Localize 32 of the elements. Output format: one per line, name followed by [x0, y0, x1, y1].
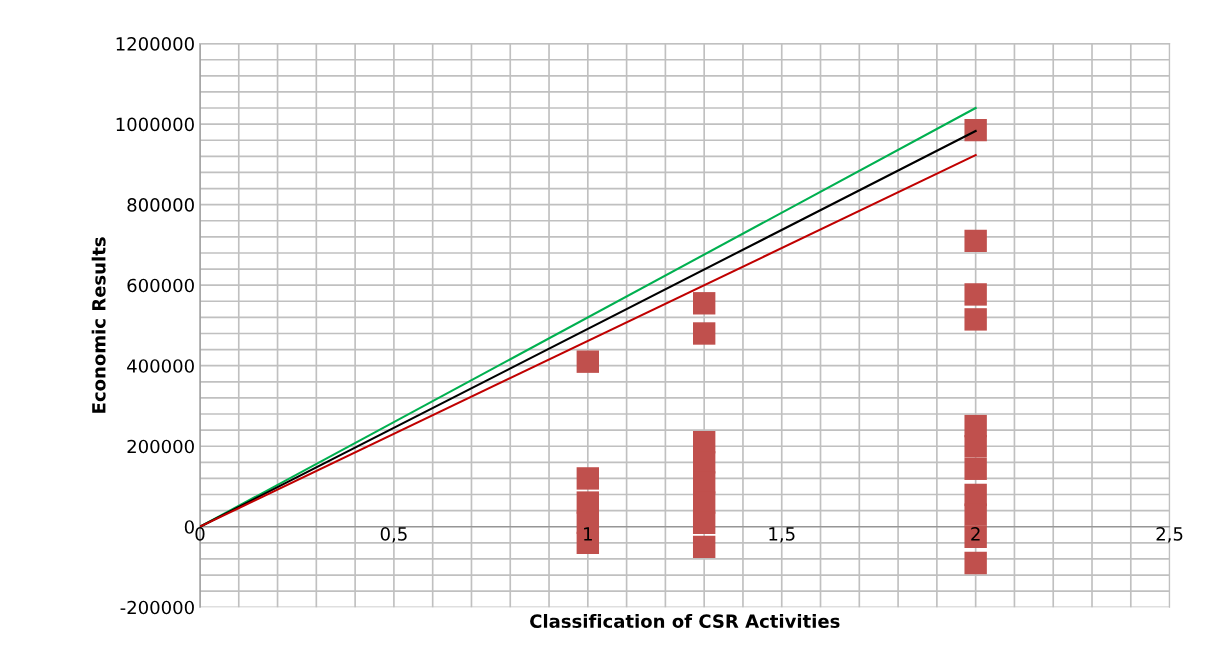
point [692, 322, 716, 345]
point [964, 435, 987, 458]
y-axis-title: Economic Results [91, 237, 106, 413]
point [576, 467, 600, 490]
point [964, 229, 987, 253]
x-tick-label: 2 [971, 527, 980, 541]
x-axis-title: Classification of CSR Activities [530, 614, 840, 628]
point [692, 491, 716, 514]
y-tick-label: 1200000 [116, 37, 194, 51]
x-tick-label: 0 [195, 527, 205, 541]
point [964, 118, 987, 142]
x-tick-label: 0,5 [380, 527, 407, 543]
point [964, 457, 987, 480]
y-tick-label: 200000 [127, 439, 194, 454]
point [964, 308, 987, 331]
y-tick-label: 1000000 [116, 117, 194, 132]
point [692, 292, 716, 315]
y-tick-label: 400000 [127, 359, 194, 373]
y-tick-label: -200000 [120, 600, 194, 615]
x-tick-label: 2,5 [1156, 527, 1183, 543]
y-tick-label: 600000 [127, 278, 194, 293]
point [964, 414, 987, 438]
x-tick-label: 1 [584, 527, 592, 541]
point [576, 491, 600, 514]
point [964, 503, 987, 526]
point [576, 350, 600, 373]
y-tick-label: 800000 [127, 198, 194, 212]
point [964, 551, 987, 575]
point [964, 283, 987, 306]
point [692, 511, 716, 534]
point [692, 535, 716, 559]
x-tick-label: 1,5 [769, 527, 795, 543]
